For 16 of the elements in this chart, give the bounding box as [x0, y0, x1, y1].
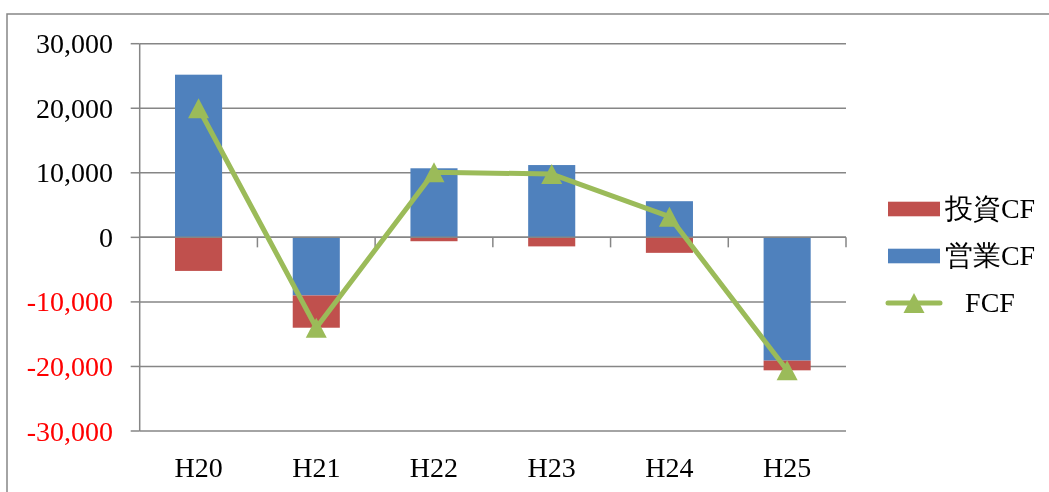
- x-tick-label: H25: [763, 452, 812, 483]
- y-tick-label: -20,000: [26, 350, 113, 382]
- y-tick-label: -10,000: [26, 286, 113, 318]
- legend-label: 投資CF: [943, 192, 1036, 224]
- x-tick-label: H20: [174, 452, 223, 483]
- legend-label: FCF: [965, 286, 1015, 318]
- y-tick-label: 0: [99, 221, 113, 253]
- x-tick-label: H22: [409, 452, 459, 483]
- legend-label: 営業CF: [944, 239, 1036, 271]
- y-tick-label: -30,000: [26, 415, 113, 447]
- y-tick-label: 10,000: [36, 157, 113, 189]
- y-tick-label: 30,000: [36, 28, 113, 60]
- x-tick-label: H24: [645, 452, 694, 483]
- x-tick-label: H21: [292, 452, 341, 483]
- y-tick-label: 20,000: [36, 92, 113, 124]
- x-tick-label: H23: [527, 452, 576, 483]
